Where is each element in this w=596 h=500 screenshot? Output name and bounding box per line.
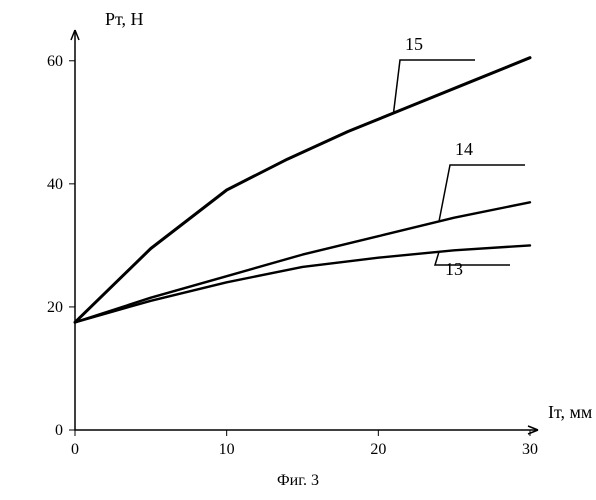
x-tick-label: 10 [219, 441, 235, 458]
chart-svg: 0 20 40 60 0 10 20 30 Pт, Н Iт, мм 15 14 13 Фиг. 3 [0, 0, 596, 500]
series-label-14: 14 [455, 139, 473, 159]
y-tick-label: 20 [47, 299, 63, 316]
series-label-13: 13 [445, 259, 463, 279]
x-tick-label: 0 [71, 441, 79, 458]
y-tick-label: 0 [55, 422, 63, 439]
figure-caption: Фиг. 3 [277, 472, 319, 489]
x-tick-label: 20 [370, 441, 386, 458]
x-tick-label: 30 [522, 441, 538, 458]
y-axis-label: Pт, Н [105, 9, 144, 29]
y-tick-label: 40 [47, 176, 63, 193]
chart-container: 0 20 40 60 0 10 20 30 Pт, Н Iт, мм 15 14 13 Фиг. 3 [0, 0, 596, 500]
y-tick-label: 60 [47, 53, 63, 70]
chart-background [0, 0, 596, 500]
x-axis-label: Iт, мм [548, 402, 592, 422]
series-label-15: 15 [405, 34, 423, 54]
